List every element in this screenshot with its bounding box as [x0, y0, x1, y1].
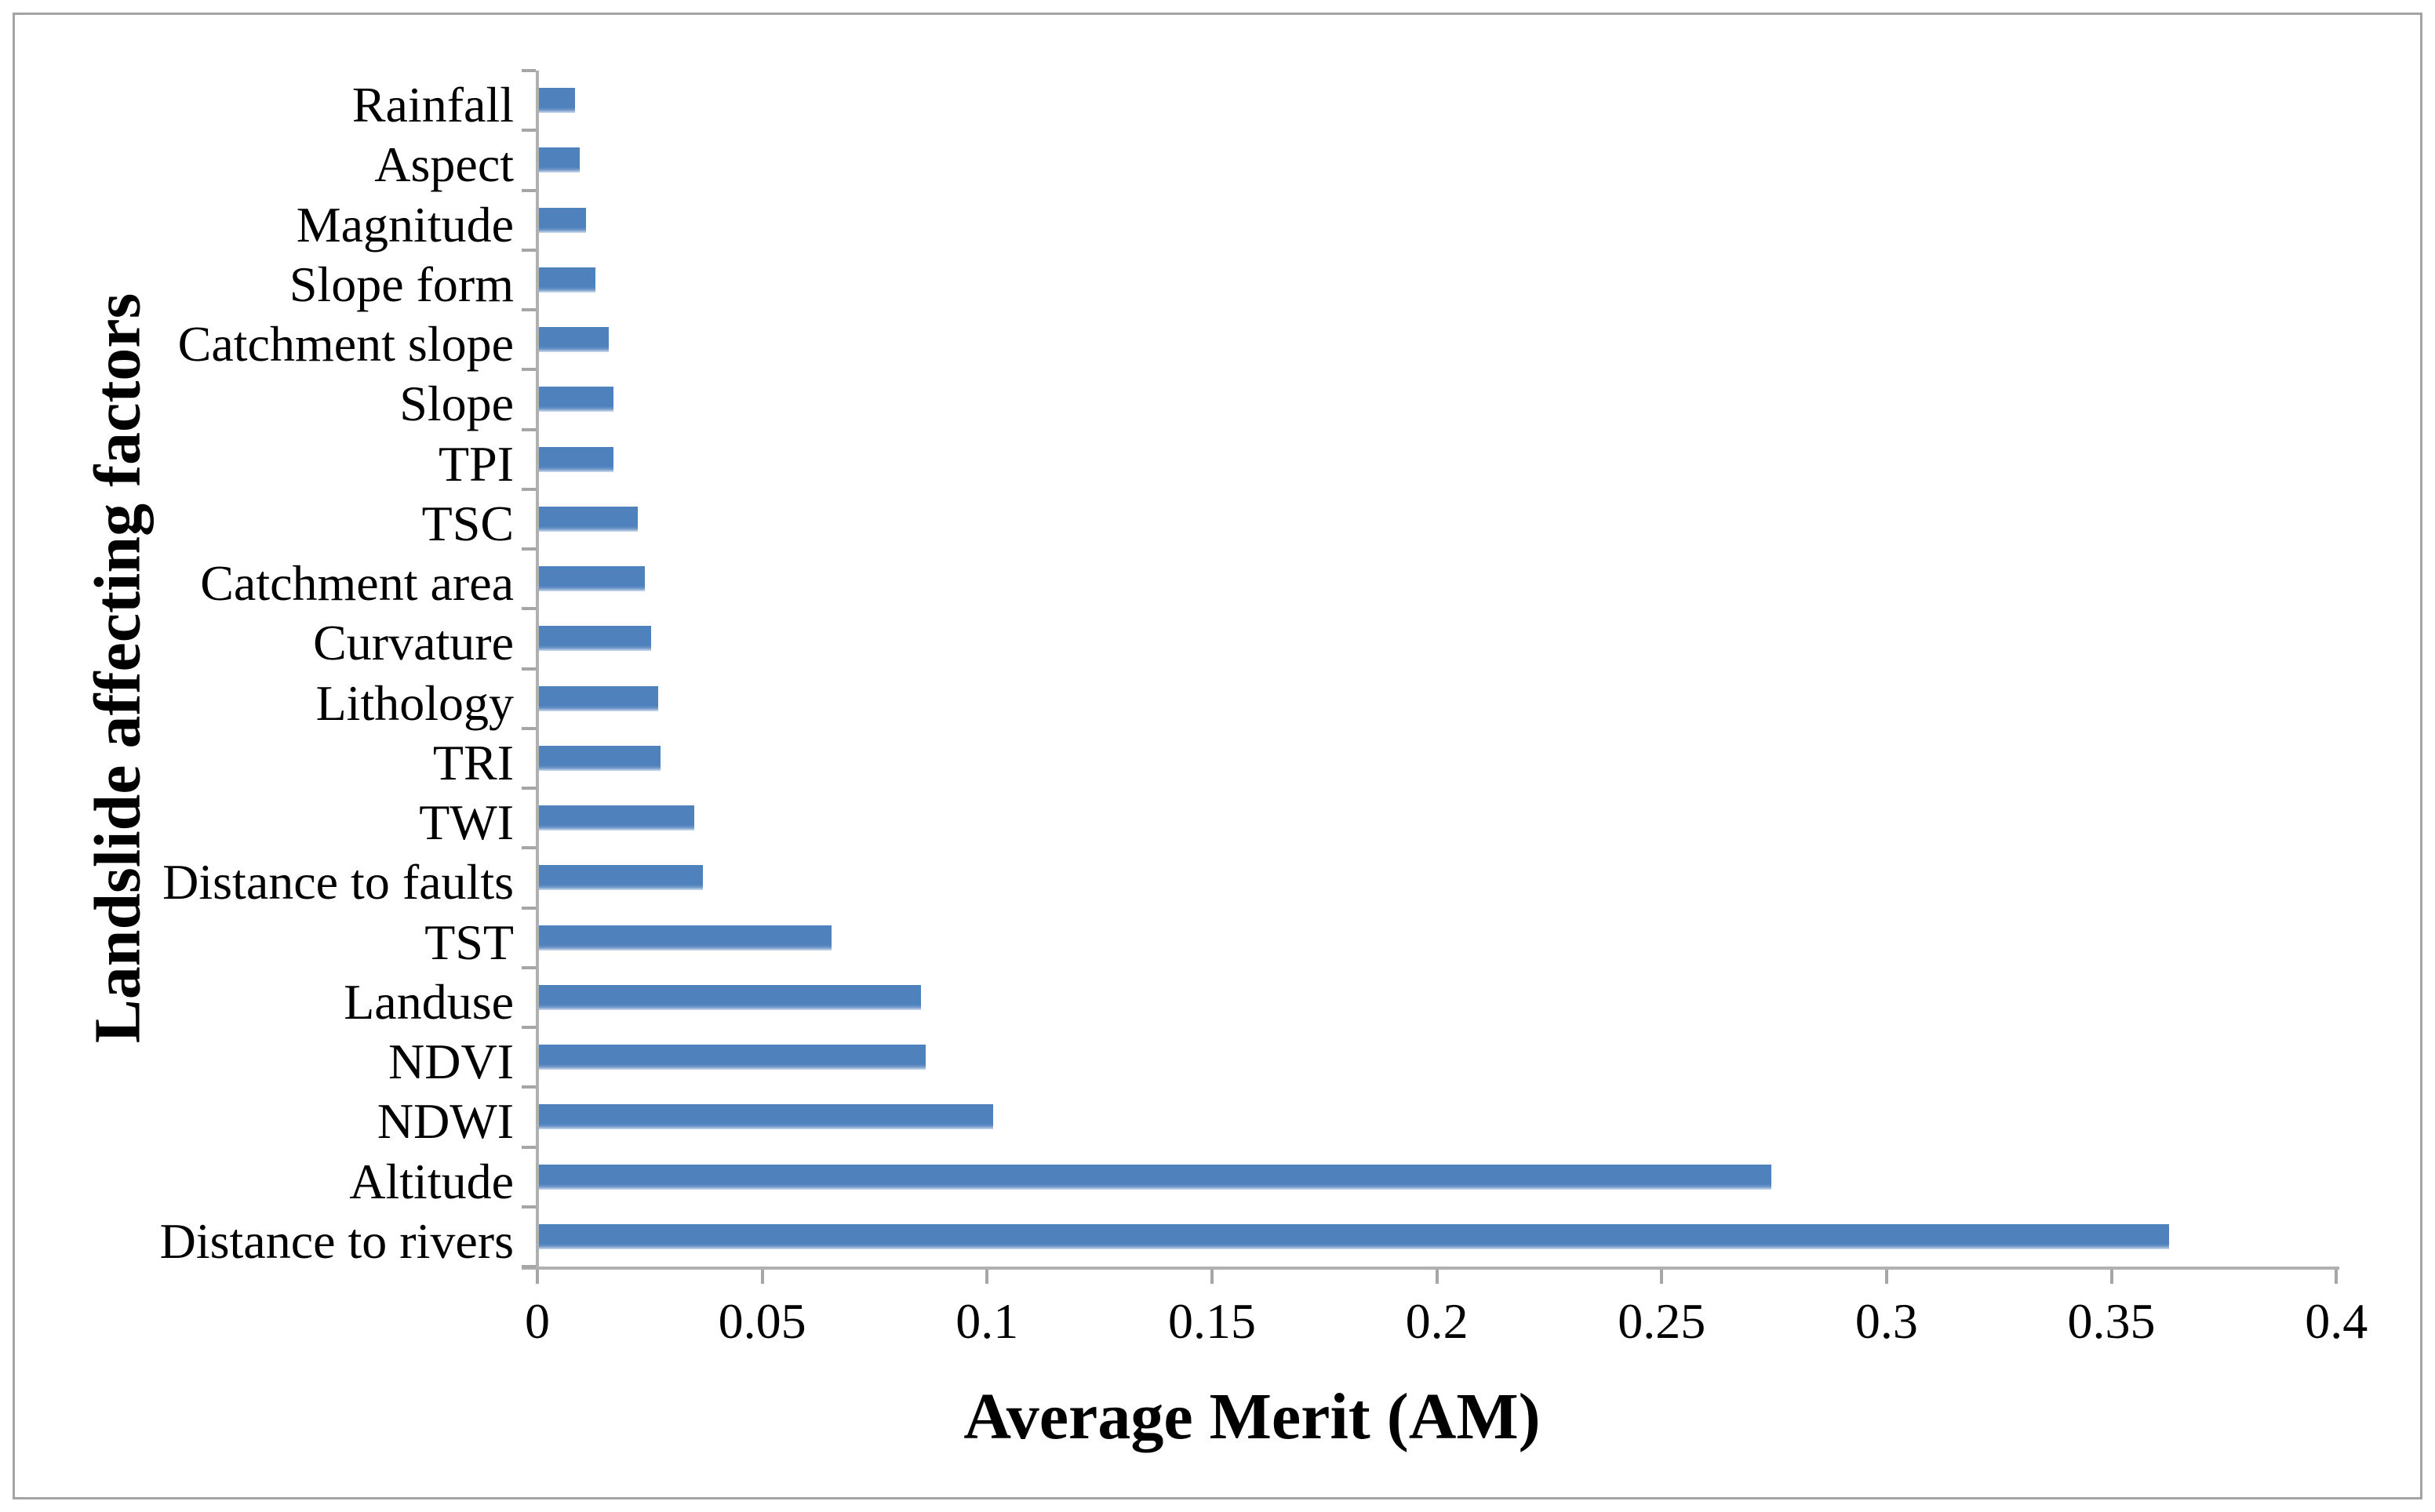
x-axis-tick-label: 0.2: [1405, 1293, 1469, 1349]
x-axis-tick-label: 0.3: [1854, 1293, 1918, 1349]
x-axis-tick: [1435, 1270, 1439, 1284]
x-axis-tick: [1660, 1270, 1664, 1284]
y-axis-category-tick: [522, 1205, 536, 1209]
category-label: TWI: [419, 794, 514, 851]
x-axis-tick-label: 0.25: [1618, 1293, 1706, 1349]
category-label: Altitude: [349, 1153, 514, 1209]
x-axis-tick: [2109, 1270, 2113, 1284]
category-label: Curvature: [313, 615, 514, 671]
bar: [539, 984, 922, 1010]
x-axis-tick: [536, 1270, 539, 1284]
y-axis-category-tick: [522, 1265, 536, 1268]
x-axis-tick: [760, 1270, 764, 1284]
bar: [539, 506, 639, 532]
y-axis-category-tick: [522, 1085, 536, 1089]
y-axis-category-tick: [522, 607, 536, 611]
x-axis-tick-label: 0.05: [718, 1293, 806, 1349]
category-label: TPI: [439, 435, 514, 492]
bar: [539, 147, 580, 173]
y-axis-category-tick: [522, 248, 536, 252]
category-label: NDVI: [388, 1034, 514, 1090]
x-axis-tick-label: 0.4: [2305, 1293, 2368, 1349]
bar: [539, 267, 595, 293]
bar: [539, 88, 575, 114]
bar: [539, 446, 613, 472]
figure-border: [13, 13, 2422, 1499]
bar: [539, 925, 832, 950]
x-axis-title: Average Merit (AM): [963, 1380, 1541, 1453]
y-axis-category-tick: [522, 129, 536, 133]
category-label: Aspect: [374, 136, 514, 193]
category-label: NDWI: [377, 1093, 514, 1150]
bar: [539, 327, 609, 353]
category-label: TRI: [432, 734, 514, 791]
category-label: Magnitude: [296, 196, 514, 253]
y-axis-category-tick: [522, 427, 536, 431]
y-axis-category-tick: [522, 188, 536, 192]
y-axis-category-tick: [522, 1026, 536, 1029]
bar: [539, 1164, 1771, 1190]
bar: [539, 387, 613, 413]
category-label: Lithology: [315, 674, 514, 731]
bar: [539, 207, 587, 233]
category-label: Distance to faults: [162, 854, 514, 910]
y-axis-category-tick: [522, 726, 536, 730]
bar: [539, 1045, 926, 1070]
y-axis-category-tick: [522, 487, 536, 491]
x-axis-tick: [1210, 1270, 1214, 1284]
y-axis-category-tick: [522, 787, 536, 790]
x-axis-line: [522, 1267, 2340, 1270]
bar: [539, 1223, 2170, 1249]
x-axis-tick-label: 0.1: [955, 1293, 1019, 1349]
category-label: TST: [424, 914, 514, 970]
bar: [539, 745, 661, 771]
x-axis-tick: [1884, 1270, 1888, 1284]
bar: [539, 1104, 994, 1130]
y-axis-category-tick: [522, 368, 536, 372]
bar: [539, 566, 645, 592]
x-axis-tick-label: 0.35: [2067, 1293, 2156, 1349]
category-label: TSC: [421, 495, 514, 551]
bar: [539, 685, 658, 711]
y-axis-category-tick: [522, 906, 536, 910]
y-axis-category-tick: [522, 846, 536, 850]
category-label: Distance to rivers: [159, 1212, 514, 1269]
bar: [539, 805, 694, 831]
x-axis-tick: [985, 1270, 989, 1284]
y-axis-category-tick: [522, 667, 536, 671]
category-label: Catchment area: [200, 555, 514, 612]
x-axis-tick-label: 0.15: [1167, 1293, 1256, 1349]
y-axis-category-tick: [522, 965, 536, 969]
category-label: Rainfall: [351, 77, 514, 133]
y-axis-category-tick: [522, 308, 536, 311]
category-label: Slope: [399, 376, 514, 432]
bar: [539, 865, 704, 891]
y-axis-category-tick: [522, 69, 536, 72]
x-axis-tick-label: 0: [525, 1293, 550, 1349]
category-label: Catchment slope: [177, 316, 514, 373]
y-axis-category-tick: [522, 547, 536, 551]
category-label: Landuse: [344, 973, 514, 1030]
category-label: Slope form: [289, 256, 514, 312]
bar: [539, 626, 652, 652]
y-axis-category-tick: [522, 1145, 536, 1149]
x-axis-tick: [2335, 1270, 2339, 1284]
y-axis-line: [536, 71, 539, 1270]
